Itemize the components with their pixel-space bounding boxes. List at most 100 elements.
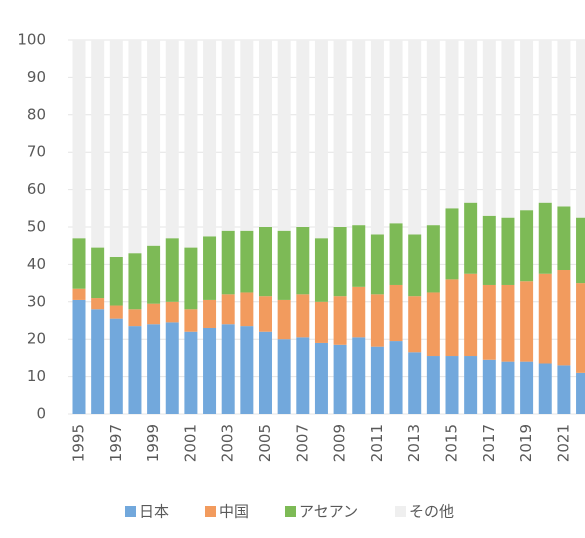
y-tick-label: 0 <box>36 405 46 423</box>
legend-swatch <box>395 506 406 517</box>
bar-segment <box>277 339 291 414</box>
bar-segment <box>240 230 254 293</box>
bar-segment <box>389 341 403 414</box>
y-tick-label: 20 <box>27 330 46 348</box>
legend-label: 中国 <box>219 503 249 521</box>
bar-segment <box>389 284 403 342</box>
x-tick-label: 2019 <box>517 424 535 462</box>
bar-segment <box>576 40 585 218</box>
bar-segment <box>91 247 105 299</box>
x-tick-label: 1995 <box>70 424 88 462</box>
y-tick-label: 70 <box>27 143 46 161</box>
bar-segment <box>333 227 347 297</box>
bar-segment <box>333 344 347 414</box>
legend-swatch <box>285 506 296 517</box>
bar-segment <box>277 40 291 231</box>
bar-segment <box>184 247 198 310</box>
bar-segment <box>370 346 384 414</box>
bar-segment <box>445 279 459 357</box>
bar-segment <box>464 40 478 203</box>
legend-label: アセアン <box>299 503 358 521</box>
bar-segment <box>482 215 496 285</box>
bar-segment <box>370 294 384 347</box>
bar-segment <box>147 324 161 414</box>
bar-segment <box>72 40 86 239</box>
bar-segment <box>501 217 515 285</box>
bar-segment <box>482 40 496 216</box>
bar-segment <box>128 40 142 254</box>
bar-segment <box>128 326 142 414</box>
bar-segment <box>520 210 534 282</box>
bar-segment <box>520 281 534 362</box>
y-tick-label: 40 <box>27 255 46 273</box>
bar-segment <box>389 223 403 285</box>
bar-segment <box>296 294 310 338</box>
x-tick-label: 2015 <box>443 424 461 462</box>
bar-segment <box>147 303 161 325</box>
bar-segment <box>203 299 217 328</box>
bar-segment <box>259 296 272 332</box>
bar-segment <box>203 236 217 300</box>
legend-swatch <box>205 506 216 517</box>
bar-segment <box>109 256 123 306</box>
bar-segment <box>128 309 142 327</box>
bar-segment <box>165 322 179 414</box>
bar-segment <box>445 40 459 209</box>
bar-segment <box>165 40 179 239</box>
bar-segment <box>221 294 235 325</box>
bar-segment <box>91 40 105 248</box>
bar-segment <box>426 225 440 293</box>
bar-segment <box>352 286 366 338</box>
bar-segment <box>352 337 366 414</box>
bar-segment <box>165 238 179 302</box>
bar-segment <box>72 238 86 289</box>
bar-segment <box>538 202 552 274</box>
bar-segment <box>240 40 254 231</box>
bar-segment <box>184 40 198 248</box>
bar-segment <box>576 372 585 414</box>
bar-segment <box>557 365 571 414</box>
bar-segment <box>557 40 571 207</box>
x-tick-label: 1997 <box>107 424 125 462</box>
bar-segment <box>184 309 198 332</box>
bar-segment <box>389 40 403 224</box>
y-tick-label: 80 <box>27 105 46 123</box>
bar-segment <box>464 273 478 357</box>
bar-segment <box>482 359 496 414</box>
y-tick-label: 10 <box>27 367 46 385</box>
bar-segment <box>333 296 347 345</box>
bar-segment <box>259 331 272 414</box>
bar-segment <box>408 234 422 297</box>
x-tick-label: 2011 <box>368 424 386 462</box>
bar-segment <box>221 324 235 414</box>
x-tick-label: 2003 <box>219 424 237 462</box>
bar-segment <box>464 202 478 274</box>
bar-segment <box>147 245 161 304</box>
y-tick-label: 60 <box>27 180 46 198</box>
bar-segment <box>184 331 198 414</box>
bar-segment <box>314 301 328 343</box>
bar-segment <box>259 227 272 297</box>
bar-segment <box>464 356 478 414</box>
bar-segment <box>203 327 217 414</box>
bar-segment <box>408 296 422 353</box>
bar-segment <box>370 234 384 295</box>
bar-segment <box>445 356 459 414</box>
bar-segment <box>426 40 440 226</box>
bar-segment <box>91 298 105 310</box>
bar-segment <box>576 217 585 284</box>
bar-segment <box>296 40 310 227</box>
x-tick-label: 2001 <box>181 424 199 462</box>
bar-segment <box>314 40 328 239</box>
bar-segment <box>109 40 123 257</box>
x-tick-label: 2005 <box>256 424 274 462</box>
bar-segment <box>259 40 272 227</box>
x-tick-label: 2021 <box>554 424 572 462</box>
bar-segment <box>520 361 534 414</box>
bar-segment <box>426 292 440 357</box>
bar-segment <box>501 284 515 362</box>
y-tick-label: 90 <box>27 68 46 86</box>
bar-segment <box>314 238 328 302</box>
bar-segment <box>221 40 235 231</box>
